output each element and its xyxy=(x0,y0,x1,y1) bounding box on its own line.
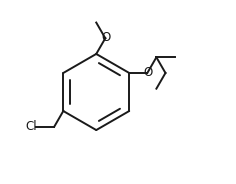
Text: O: O xyxy=(101,31,111,44)
Text: Cl: Cl xyxy=(26,120,37,133)
Text: O: O xyxy=(144,66,153,79)
